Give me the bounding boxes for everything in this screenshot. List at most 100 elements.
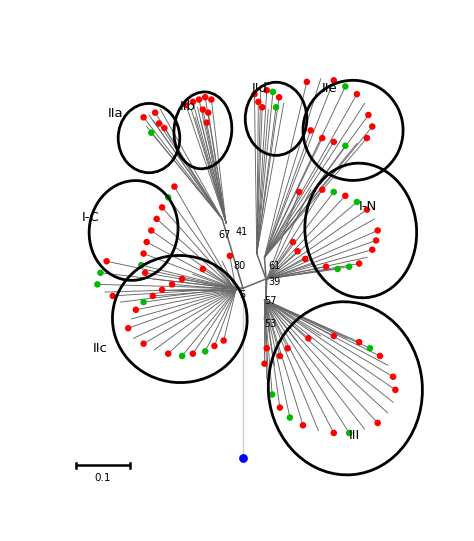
Point (201, 347, 209, 355)
Point (363, 134, 371, 142)
Point (239, 453, 246, 462)
Point (263, 86, 271, 95)
Text: 67: 67 (219, 230, 231, 240)
Point (373, 236, 380, 245)
Point (195, 95, 203, 104)
Point (392, 386, 399, 394)
Point (140, 339, 147, 348)
Point (171, 182, 178, 191)
Point (342, 192, 349, 200)
Point (153, 215, 161, 223)
Point (389, 372, 397, 381)
Point (330, 188, 337, 196)
Point (140, 298, 147, 306)
Point (204, 108, 212, 117)
Point (365, 111, 372, 120)
Point (322, 262, 330, 271)
Point (342, 141, 349, 150)
Point (178, 275, 186, 283)
Text: IIe: IIe (322, 82, 338, 95)
Text: IIb: IIb (180, 100, 196, 113)
Point (220, 337, 228, 345)
Point (149, 292, 156, 300)
Point (301, 255, 309, 263)
Text: 57: 57 (264, 296, 276, 306)
Point (295, 188, 303, 196)
Point (307, 126, 314, 135)
Point (346, 428, 353, 437)
Point (268, 390, 276, 399)
Point (305, 334, 312, 342)
Point (269, 88, 277, 96)
Text: I-N: I-N (359, 200, 377, 213)
Point (140, 113, 147, 122)
Point (143, 237, 150, 246)
Point (356, 338, 363, 346)
Point (368, 122, 376, 131)
Point (97, 268, 104, 277)
Point (330, 76, 337, 84)
Point (319, 134, 326, 142)
Point (276, 403, 283, 412)
Point (272, 103, 280, 111)
Point (353, 197, 361, 206)
Point (368, 246, 376, 254)
Point (303, 77, 310, 86)
Point (158, 286, 166, 294)
Point (275, 93, 283, 102)
Point (199, 105, 207, 114)
Text: 53: 53 (264, 319, 277, 329)
Point (374, 419, 382, 427)
Text: IIa: IIa (108, 107, 124, 120)
Text: 39: 39 (268, 276, 281, 287)
Point (258, 103, 266, 111)
Point (137, 261, 145, 269)
Point (356, 259, 363, 268)
Point (155, 119, 163, 128)
Point (286, 413, 294, 422)
Point (109, 292, 117, 300)
Point (182, 101, 190, 109)
Text: I-C: I-C (82, 211, 100, 224)
Point (164, 193, 172, 202)
Point (330, 428, 337, 437)
Point (103, 257, 110, 266)
Point (363, 206, 371, 214)
Point (189, 349, 197, 358)
Point (346, 262, 353, 271)
Point (124, 324, 132, 333)
Point (164, 349, 172, 358)
Text: 41: 41 (236, 227, 248, 236)
Point (289, 237, 297, 246)
Point (276, 352, 283, 360)
Point (147, 128, 155, 137)
Point (255, 97, 262, 106)
Point (353, 90, 361, 98)
Point (210, 342, 218, 351)
Point (251, 90, 258, 98)
Point (334, 265, 341, 273)
Point (299, 421, 307, 430)
Text: 5: 5 (239, 290, 246, 300)
Point (284, 344, 292, 353)
Point (208, 95, 215, 104)
Point (199, 265, 207, 273)
Text: III: III (349, 429, 360, 442)
Point (366, 344, 374, 353)
Point (330, 137, 337, 146)
Text: 61: 61 (268, 261, 281, 271)
Point (189, 97, 197, 106)
Text: 80: 80 (234, 261, 246, 271)
Point (151, 108, 159, 117)
Point (319, 186, 326, 194)
Point (294, 247, 301, 255)
Point (178, 352, 186, 360)
Point (132, 306, 140, 314)
Point (158, 203, 166, 212)
Point (342, 82, 349, 91)
Point (330, 332, 337, 340)
Point (93, 280, 101, 289)
Text: 0.1: 0.1 (94, 473, 111, 483)
Point (263, 344, 271, 353)
Point (261, 359, 268, 368)
